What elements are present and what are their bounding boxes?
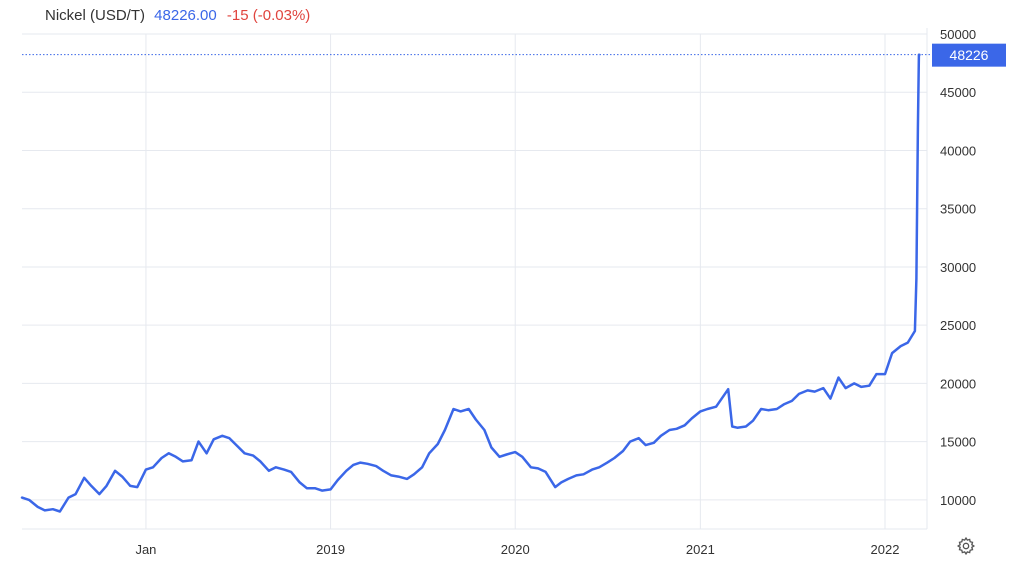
y-tick-label: 50000 <box>940 27 976 42</box>
last-value-label: 48226 <box>950 47 989 63</box>
y-tick-label: 15000 <box>940 435 976 450</box>
y-tick-label: 10000 <box>940 493 976 508</box>
x-tick-label: 2019 <box>316 542 345 557</box>
chart-header: Nickel (USD/T) 48226.00 -15 (-0.03%) <box>45 6 310 26</box>
x-tick-label: 2022 <box>871 542 900 557</box>
instrument-name: Nickel (USD/T) <box>45 7 145 24</box>
y-tick-label: 25000 <box>940 318 976 333</box>
price-series-line <box>20 53 921 513</box>
price-change: -15 (-0.03%) <box>226 7 311 24</box>
settings-button[interactable] <box>956 536 976 556</box>
y-tick-label: 40000 <box>940 143 976 158</box>
last-value-badge <box>932 43 1006 67</box>
y-tick-label: 20000 <box>940 376 976 391</box>
y-tick-label: 30000 <box>940 260 976 275</box>
x-tick-label: Jan <box>135 542 156 557</box>
y-tick-label: 45000 <box>940 85 976 100</box>
x-tick-label: 2021 <box>686 542 715 557</box>
current-price: 48226.00 <box>154 7 217 24</box>
x-tick-label: 2020 <box>501 542 530 557</box>
y-tick-label: 35000 <box>940 202 976 217</box>
gear-icon <box>956 536 976 556</box>
